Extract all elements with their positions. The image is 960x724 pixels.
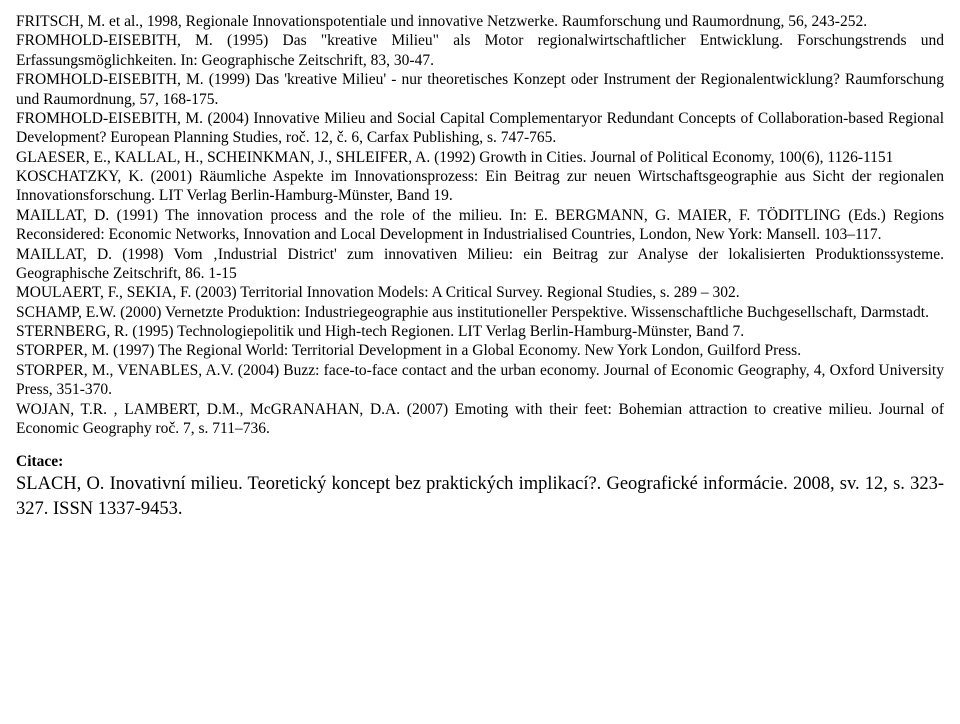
reference-entry: WOJAN, T.R. , LAMBERT, D.M., McGRANAHAN,… (16, 400, 944, 439)
reference-entry: MAILLAT, D. (1998) Vom ‚Industrial Distr… (16, 245, 944, 284)
reference-entry: GLAESER, E., KALLAL, H., SCHEINKMAN, J.,… (16, 148, 944, 167)
reference-entry: FROMHOLD-EISEBITH, M. (2004) Innovative … (16, 109, 944, 148)
reference-entry: STERNBERG, R. (1995) Technologiepolitik … (16, 322, 944, 341)
reference-entry: SCHAMP, E.W. (2000) Vernetzte Produktion… (16, 303, 944, 322)
reference-entry: FROMHOLD-EISEBITH, M. (1999) Das 'kreati… (16, 70, 944, 109)
reference-entry: MAILLAT, D. (1991) The innovation proces… (16, 206, 944, 245)
reference-entry: MOULAERT, F., SEKIA, F. (2003) Territori… (16, 283, 944, 302)
reference-entry: KOSCHATZKY, K. (2001) Räumliche Aspekte … (16, 167, 944, 206)
citation-text: SLACH, O. Inovativní milieu. Teoretický … (16, 472, 944, 522)
reference-entry: STORPER, M., VENABLES, A.V. (2004) Buzz:… (16, 361, 944, 400)
reference-entry: STORPER, M. (1997) The Regional World: T… (16, 341, 944, 360)
reference-entry: FROMHOLD-EISEBITH, M. (1995) Das "kreati… (16, 31, 944, 70)
citation-label: Citace: (16, 452, 944, 471)
reference-entry: FRITSCH, M. et al., 1998, Regionale Inno… (16, 12, 944, 31)
